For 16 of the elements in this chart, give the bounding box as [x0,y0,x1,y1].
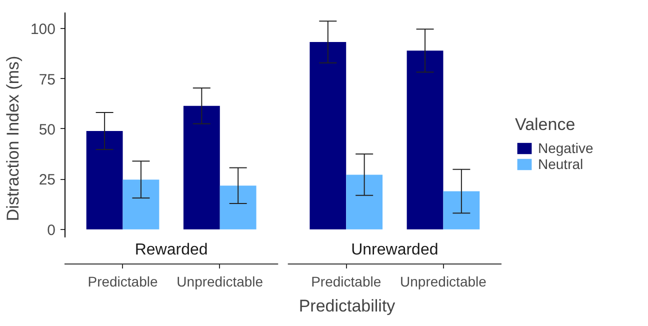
y-tick-label: 0 [47,222,56,239]
y-axis-title: Distraction Index (ms) [3,56,22,222]
x-tick-label: Unpredictable [176,274,264,290]
text: Unrewarded [351,241,438,258]
y-tick-label: 50 [38,121,56,138]
x-axis-title: Predictability [298,296,396,316]
x-tick-label: Predictable [311,274,382,290]
x-tick-label: Unpredictable [400,274,487,290]
legend-label: Neutral [538,156,584,172]
legend-title: Valence [515,115,576,135]
x-tick-label: Predictable [88,274,158,290]
y-tick-label: 75 [38,71,56,88]
y-tick-label: 100 [30,21,56,38]
text: Rewarded [134,241,208,258]
legend-label: Negative [538,140,594,156]
y-tick-label: 25 [38,172,56,189]
